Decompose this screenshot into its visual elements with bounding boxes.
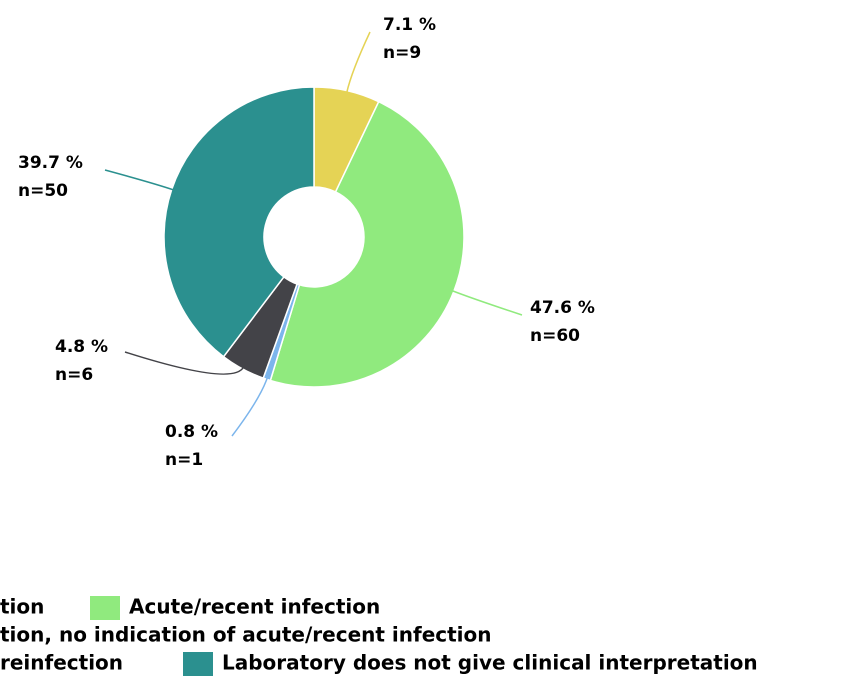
legend-label: reinfection [0, 651, 123, 675]
data-label: 0.8 % [165, 422, 218, 442]
legend-swatch [90, 596, 120, 620]
count-label: n=6 [55, 365, 93, 385]
leader-line [346, 31, 371, 93]
leader-line [104, 169, 174, 191]
count-label: n=50 [18, 181, 68, 201]
slice [269, 100, 465, 388]
data-label: 4.8 % [55, 337, 108, 357]
legend-label: Laboratory does not give clinical interp… [222, 651, 758, 675]
legend-label: tion, no indication of acute/recent infe… [0, 623, 492, 647]
data-label: 7.1 % [383, 15, 436, 35]
count-label: n=9 [383, 43, 421, 63]
slice [163, 86, 315, 358]
leader-line [124, 351, 245, 375]
legend-label: tion [0, 595, 44, 619]
count-label: n=1 [165, 450, 203, 470]
data-label: 39.7 % [18, 153, 83, 173]
count-label: n=60 [530, 326, 580, 346]
legend-label: Acute/recent infection [129, 595, 380, 619]
legend-swatch [183, 652, 213, 676]
data-label: 47.6 % [530, 298, 595, 318]
leader-line [231, 377, 269, 437]
leader-line [451, 289, 523, 316]
